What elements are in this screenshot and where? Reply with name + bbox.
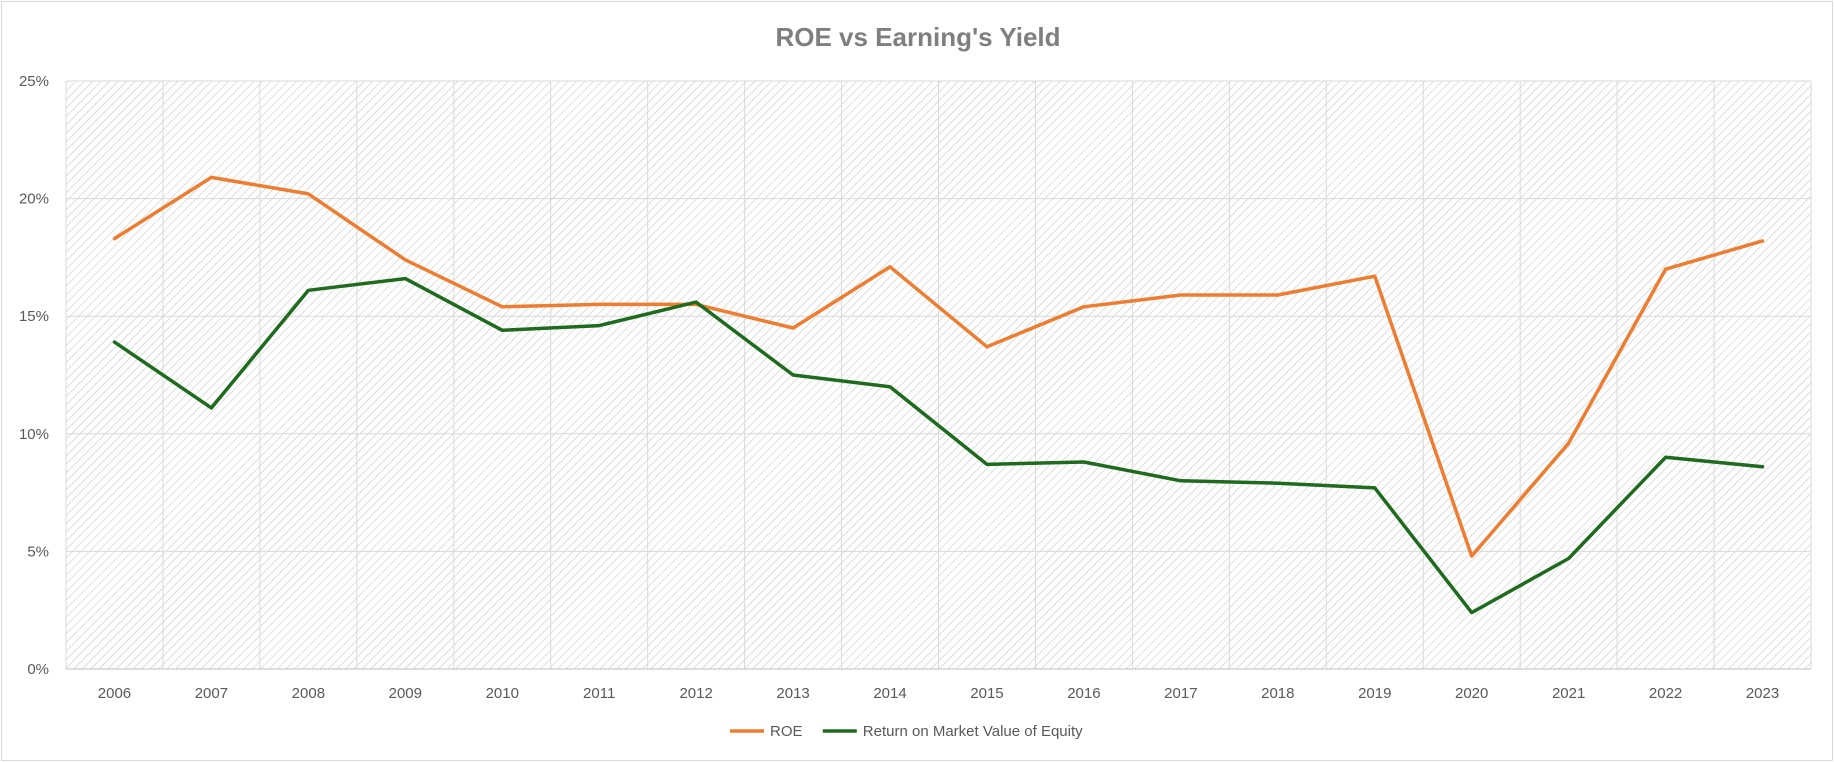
y-tick-label: 5% bbox=[27, 543, 49, 560]
data-point-return-on-market-value-of-equity bbox=[1664, 456, 1667, 459]
legend: ROE Return on Market Value of Equity bbox=[730, 723, 1083, 740]
data-point-return-on-market-value-of-equity bbox=[985, 463, 988, 466]
y-tick-label: 15% bbox=[19, 308, 49, 325]
x-tick-label: 2012 bbox=[679, 685, 712, 702]
data-point-roe bbox=[985, 345, 988, 348]
data-point-return-on-market-value-of-equity bbox=[1082, 461, 1085, 464]
data-point-return-on-market-value-of-equity bbox=[1567, 557, 1570, 560]
x-axis: 2006 2007 2008 2009 2010 2011 2012 2013 2014 2015… bbox=[98, 685, 1779, 702]
legend-label-roe: ROE bbox=[770, 723, 803, 740]
series-line-roe bbox=[112, 175, 1765, 558]
data-point-roe bbox=[210, 176, 213, 179]
y-tick-label: 0% bbox=[27, 661, 49, 678]
grid-layer bbox=[65, 80, 1812, 670]
x-tick-label: 2016 bbox=[1067, 685, 1100, 702]
data-point-return-on-market-value-of-equity bbox=[1761, 465, 1764, 468]
x-tick-label: 2011 bbox=[583, 685, 615, 702]
y-tick-label: 25% bbox=[19, 73, 49, 90]
y-tick-label: 10% bbox=[19, 426, 49, 443]
x-tick-label: 2022 bbox=[1649, 685, 1682, 702]
data-point-roe bbox=[113, 237, 116, 240]
data-point-roe bbox=[1179, 294, 1182, 297]
data-point-return-on-market-value-of-equity bbox=[210, 406, 213, 409]
data-point-return-on-market-value-of-equity bbox=[1179, 479, 1182, 482]
data-point-return-on-market-value-of-equity bbox=[598, 324, 601, 327]
x-tick-label: 2017 bbox=[1164, 685, 1197, 702]
data-point-roe bbox=[1373, 275, 1376, 278]
x-tick-label: 2009 bbox=[389, 685, 422, 702]
data-point-roe bbox=[1664, 268, 1667, 271]
data-point-roe bbox=[598, 303, 601, 306]
x-tick-label: 2018 bbox=[1261, 685, 1294, 702]
data-point-return-on-market-value-of-equity bbox=[501, 329, 504, 332]
data-point-return-on-market-value-of-equity bbox=[792, 374, 795, 377]
x-tick-label: 2021 bbox=[1552, 685, 1585, 702]
data-point-return-on-market-value-of-equity bbox=[307, 289, 310, 292]
x-tick-label: 2010 bbox=[486, 685, 519, 702]
data-point-roe bbox=[404, 258, 407, 261]
y-axis: 0% 5% 10% 15% 20% 25% bbox=[19, 73, 49, 678]
x-tick-label: 2013 bbox=[776, 685, 809, 702]
series-line-return-on-market-value-of-equity bbox=[112, 276, 1765, 615]
x-tick-label: 2006 bbox=[98, 685, 131, 702]
data-point-return-on-market-value-of-equity bbox=[695, 301, 698, 304]
data-point-roe bbox=[792, 326, 795, 329]
data-point-roe bbox=[1761, 239, 1764, 242]
x-tick-label: 2020 bbox=[1455, 685, 1488, 702]
data-point-return-on-market-value-of-equity bbox=[113, 341, 116, 344]
x-tick-label: 2019 bbox=[1358, 685, 1391, 702]
data-point-return-on-market-value-of-equity bbox=[1276, 482, 1279, 485]
legend-label-return-on-market-value-of-equity: Return on Market Value of Equity bbox=[863, 723, 1083, 740]
x-tick-label: 2015 bbox=[970, 685, 1003, 702]
data-point-roe bbox=[889, 265, 892, 268]
data-point-return-on-market-value-of-equity bbox=[404, 277, 407, 280]
series-layer bbox=[112, 175, 1765, 615]
data-point-return-on-market-value-of-equity bbox=[1373, 486, 1376, 489]
data-point-roe bbox=[1470, 555, 1473, 558]
data-point-roe bbox=[307, 192, 310, 195]
x-tick-label: 2023 bbox=[1746, 685, 1779, 702]
x-tick-label: 2007 bbox=[195, 685, 228, 702]
data-point-roe bbox=[501, 305, 504, 308]
data-point-return-on-market-value-of-equity bbox=[1470, 611, 1473, 614]
data-point-roe bbox=[1567, 442, 1570, 445]
data-point-roe bbox=[1082, 305, 1085, 308]
chart-title: ROE vs Earning's Yield bbox=[775, 22, 1060, 52]
data-point-roe bbox=[1276, 294, 1279, 297]
x-tick-label: 2014 bbox=[873, 685, 906, 702]
x-tick-label: 2008 bbox=[292, 685, 325, 702]
y-tick-label: 20% bbox=[19, 191, 49, 208]
data-point-return-on-market-value-of-equity bbox=[889, 385, 892, 388]
